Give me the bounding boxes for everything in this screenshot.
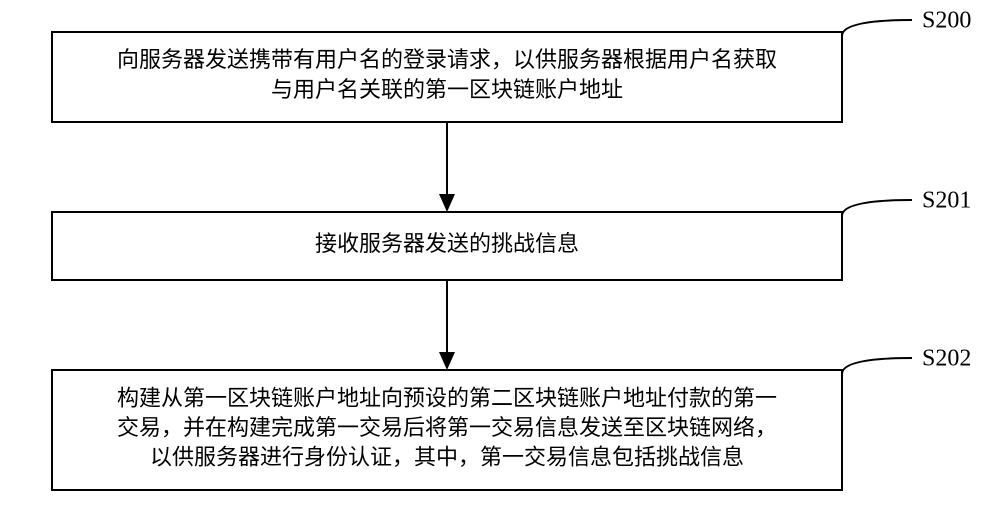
step-text: 以供服务器进行身份认证，其中，第一交易信息包括挑战信息: [150, 445, 744, 470]
step-s200: 向服务器发送携带有用户名的登录请求，以供服务器根据用户名获取与用户名关联的第一区…: [52, 8, 971, 123]
step-text: 向服务器发送携带有用户名的登录请求，以供服务器根据用户名获取: [117, 47, 777, 72]
callout-line: [842, 358, 912, 374]
step-text: 交易，并在构建完成第一交易后将第一交易信息发送至区块链网络，: [117, 415, 777, 440]
step-label: S201: [922, 188, 971, 214]
step-text: 与用户名关联的第一区块链账户地址: [271, 77, 623, 102]
callout-line: [842, 200, 912, 216]
step-s202: 构建从第一区块链账户地址向预设的第二区块链账户地址付款的第一交易，并在构建完成第…: [52, 346, 971, 491]
arrow-down: [439, 280, 455, 370]
arrow-down: [439, 122, 455, 212]
flowchart: 向服务器发送携带有用户名的登录请求，以供服务器根据用户名获取与用户名关联的第一区…: [0, 0, 1000, 525]
step-text: 构建从第一区块链账户地址向预设的第二区块链账户地址付款的第一: [117, 385, 777, 410]
step-label: S202: [922, 346, 971, 372]
step-text: 接收服务器发送的挑战信息: [315, 231, 579, 256]
callout-line: [842, 20, 912, 36]
arrow-head-icon: [439, 194, 455, 212]
arrow-head-icon: [439, 352, 455, 370]
step-label: S200: [922, 8, 971, 34]
step-s201: 接收服务器发送的挑战信息 S201: [52, 188, 971, 281]
